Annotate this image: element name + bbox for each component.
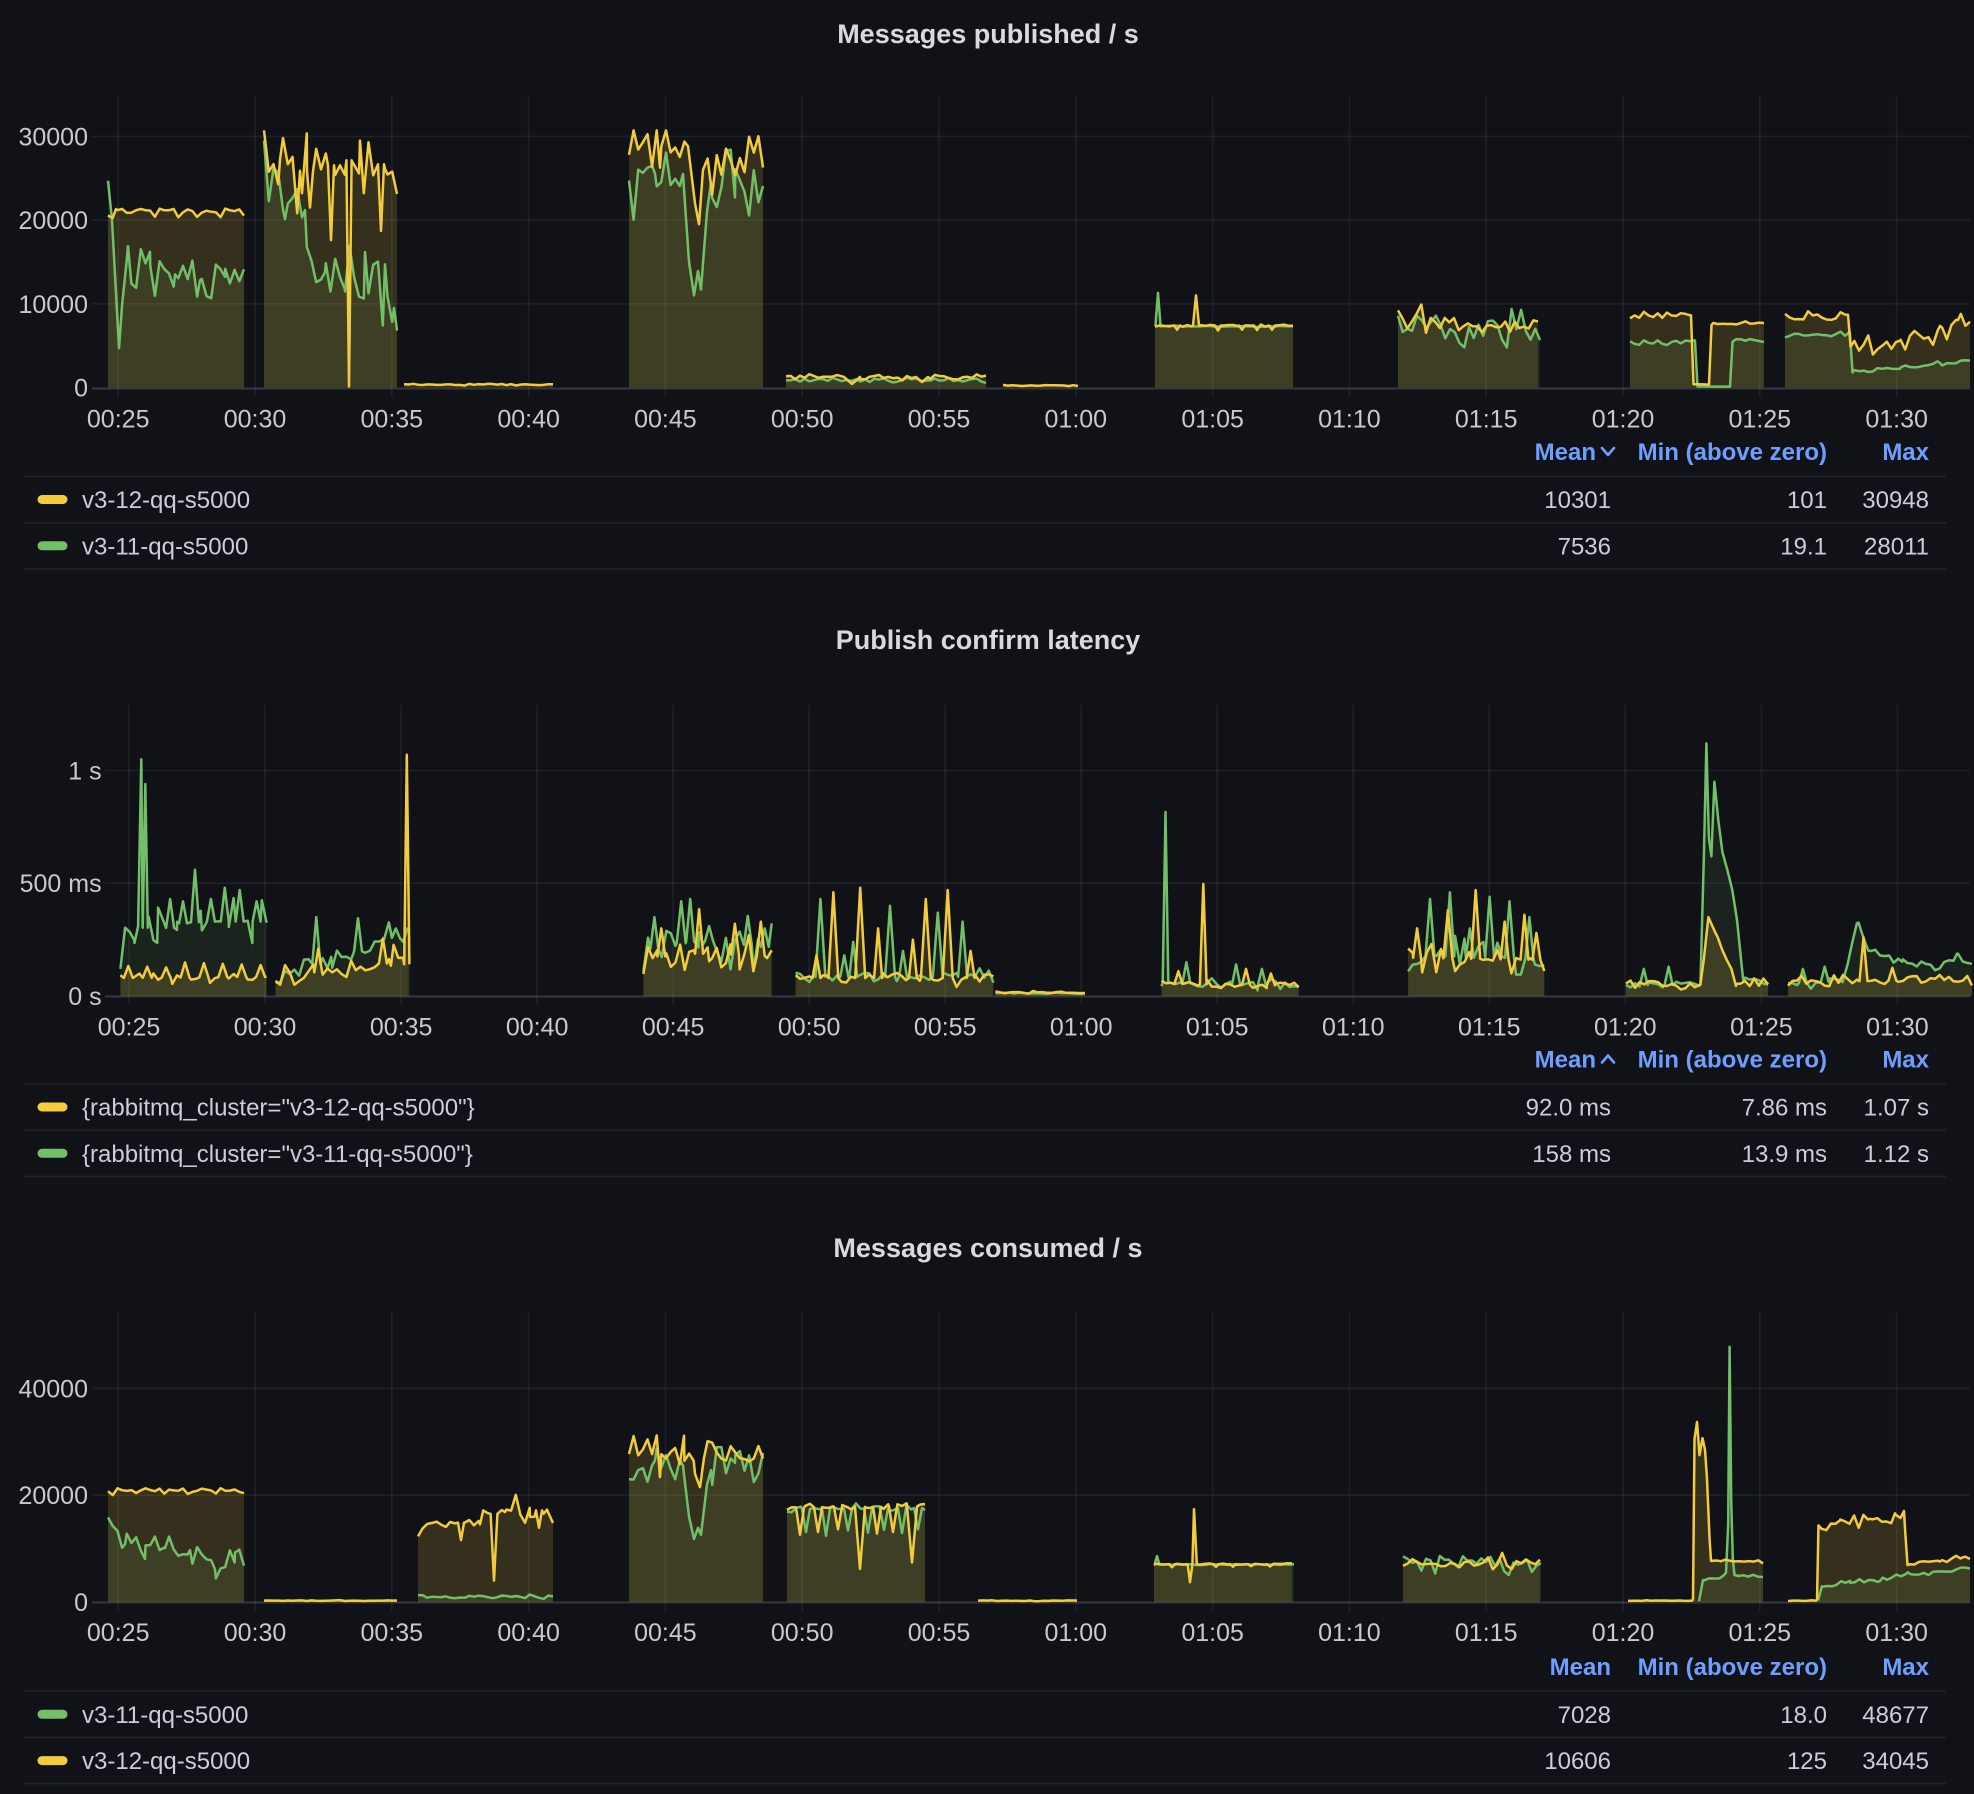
svg-text:Messages published / s: Messages published / s	[837, 19, 1139, 49]
svg-text:Min (above zero): Min (above zero)	[1638, 439, 1827, 466]
svg-text:01:00: 01:00	[1050, 1014, 1113, 1042]
svg-text:00:30: 00:30	[234, 1014, 297, 1042]
svg-text:01:30: 01:30	[1865, 406, 1928, 434]
svg-text:Mean: Mean	[1535, 1047, 1596, 1074]
svg-text:10000: 10000	[18, 291, 88, 319]
svg-text:00:25: 00:25	[98, 1014, 161, 1042]
svg-text:92.0 ms: 92.0 ms	[1526, 1095, 1611, 1122]
svg-text:00:50: 00:50	[771, 406, 834, 434]
svg-text:28011: 28011	[1864, 533, 1929, 560]
svg-text:01:00: 01:00	[1045, 406, 1108, 434]
svg-text:1.07 s: 1.07 s	[1864, 1095, 1929, 1122]
svg-text:Max: Max	[1882, 439, 1929, 466]
svg-text:00:45: 00:45	[642, 1014, 705, 1042]
svg-text:Mean: Mean	[1535, 439, 1596, 466]
svg-text:00:35: 00:35	[361, 1619, 424, 1647]
svg-text:00:30: 00:30	[224, 1619, 287, 1647]
svg-text:Mean: Mean	[1550, 1654, 1611, 1681]
svg-text:00:45: 00:45	[634, 406, 697, 434]
svg-text:500 ms: 500 ms	[20, 870, 102, 898]
svg-text:7536: 7536	[1558, 533, 1611, 560]
svg-text:48677: 48677	[1862, 1702, 1929, 1729]
svg-text:101: 101	[1787, 487, 1827, 514]
svg-text:1 s: 1 s	[68, 758, 101, 786]
svg-text:Min (above zero): Min (above zero)	[1638, 1654, 1827, 1681]
svg-text:01:30: 01:30	[1866, 1014, 1929, 1042]
svg-text:01:10: 01:10	[1322, 1014, 1385, 1042]
svg-text:1.12 s: 1.12 s	[1864, 1141, 1929, 1168]
svg-text:01:20: 01:20	[1594, 1014, 1657, 1042]
svg-text:01:20: 01:20	[1592, 406, 1655, 434]
svg-text:00:40: 00:40	[497, 406, 560, 434]
svg-text:0: 0	[74, 1589, 88, 1617]
svg-text:00:55: 00:55	[908, 1619, 971, 1647]
svg-text:01:05: 01:05	[1181, 1619, 1244, 1647]
svg-text:00:25: 00:25	[87, 406, 150, 434]
svg-text:01:25: 01:25	[1730, 1014, 1793, 1042]
svg-text:Min (above zero): Min (above zero)	[1638, 1047, 1827, 1074]
svg-text:30948: 30948	[1862, 487, 1929, 514]
svg-text:00:50: 00:50	[771, 1619, 834, 1647]
svg-text:00:40: 00:40	[497, 1619, 560, 1647]
svg-text:01:10: 01:10	[1318, 406, 1381, 434]
svg-text:v3-12-qq-s5000: v3-12-qq-s5000	[82, 1748, 250, 1775]
svg-text:10301: 10301	[1544, 487, 1611, 514]
svg-text:01:15: 01:15	[1455, 406, 1518, 434]
svg-text:Max: Max	[1882, 1654, 1929, 1681]
svg-text:v3-11-qq-s5000: v3-11-qq-s5000	[82, 533, 248, 560]
svg-text:10606: 10606	[1544, 1748, 1611, 1775]
svg-text:20000: 20000	[18, 207, 88, 235]
svg-text:01:10: 01:10	[1318, 1619, 1381, 1647]
svg-text:7028: 7028	[1558, 1702, 1611, 1729]
svg-text:30000: 30000	[18, 123, 88, 151]
svg-text:00:25: 00:25	[87, 1619, 150, 1647]
svg-text:13.9 ms: 13.9 ms	[1742, 1141, 1827, 1168]
svg-text:18.0: 18.0	[1780, 1702, 1827, 1729]
svg-text:158 ms: 158 ms	[1532, 1141, 1611, 1168]
svg-text:Messages consumed / s: Messages consumed / s	[833, 1233, 1142, 1263]
svg-text:0 s: 0 s	[68, 983, 101, 1011]
svg-text:01:05: 01:05	[1181, 406, 1244, 434]
svg-text:v3-12-qq-s5000: v3-12-qq-s5000	[82, 487, 250, 514]
svg-text:01:25: 01:25	[1729, 406, 1792, 434]
svg-text:01:15: 01:15	[1458, 1014, 1521, 1042]
svg-text:01:15: 01:15	[1455, 1619, 1518, 1647]
svg-text:01:20: 01:20	[1592, 1619, 1655, 1647]
svg-text:01:30: 01:30	[1865, 1619, 1928, 1647]
svg-text:00:55: 00:55	[914, 1014, 977, 1042]
svg-text:00:35: 00:35	[370, 1014, 433, 1042]
svg-text:0: 0	[74, 375, 88, 403]
svg-text:Publish confirm latency: Publish confirm latency	[836, 625, 1141, 655]
svg-text:20000: 20000	[18, 1482, 88, 1510]
svg-text:00:35: 00:35	[361, 406, 424, 434]
svg-text:{rabbitmq_cluster="v3-12-qq-s5: {rabbitmq_cluster="v3-12-qq-s5000"}	[82, 1095, 475, 1122]
svg-text:Max: Max	[1882, 1047, 1929, 1074]
svg-text:00:50: 00:50	[778, 1014, 841, 1042]
svg-text:7.86 ms: 7.86 ms	[1742, 1095, 1827, 1122]
svg-text:00:30: 00:30	[224, 406, 287, 434]
svg-text:19.1: 19.1	[1780, 533, 1827, 560]
svg-text:00:45: 00:45	[634, 1619, 697, 1647]
svg-text:125: 125	[1787, 1748, 1827, 1775]
svg-text:34045: 34045	[1862, 1748, 1929, 1775]
svg-text:{rabbitmq_cluster="v3-11-qq-s5: {rabbitmq_cluster="v3-11-qq-s5000"}	[82, 1141, 473, 1168]
svg-text:00:40: 00:40	[506, 1014, 569, 1042]
svg-text:01:00: 01:00	[1045, 1619, 1108, 1647]
svg-text:00:55: 00:55	[908, 406, 971, 434]
svg-text:40000: 40000	[18, 1375, 88, 1403]
svg-text:01:25: 01:25	[1729, 1619, 1792, 1647]
svg-text:01:05: 01:05	[1186, 1014, 1249, 1042]
svg-text:v3-11-qq-s5000: v3-11-qq-s5000	[82, 1702, 248, 1729]
